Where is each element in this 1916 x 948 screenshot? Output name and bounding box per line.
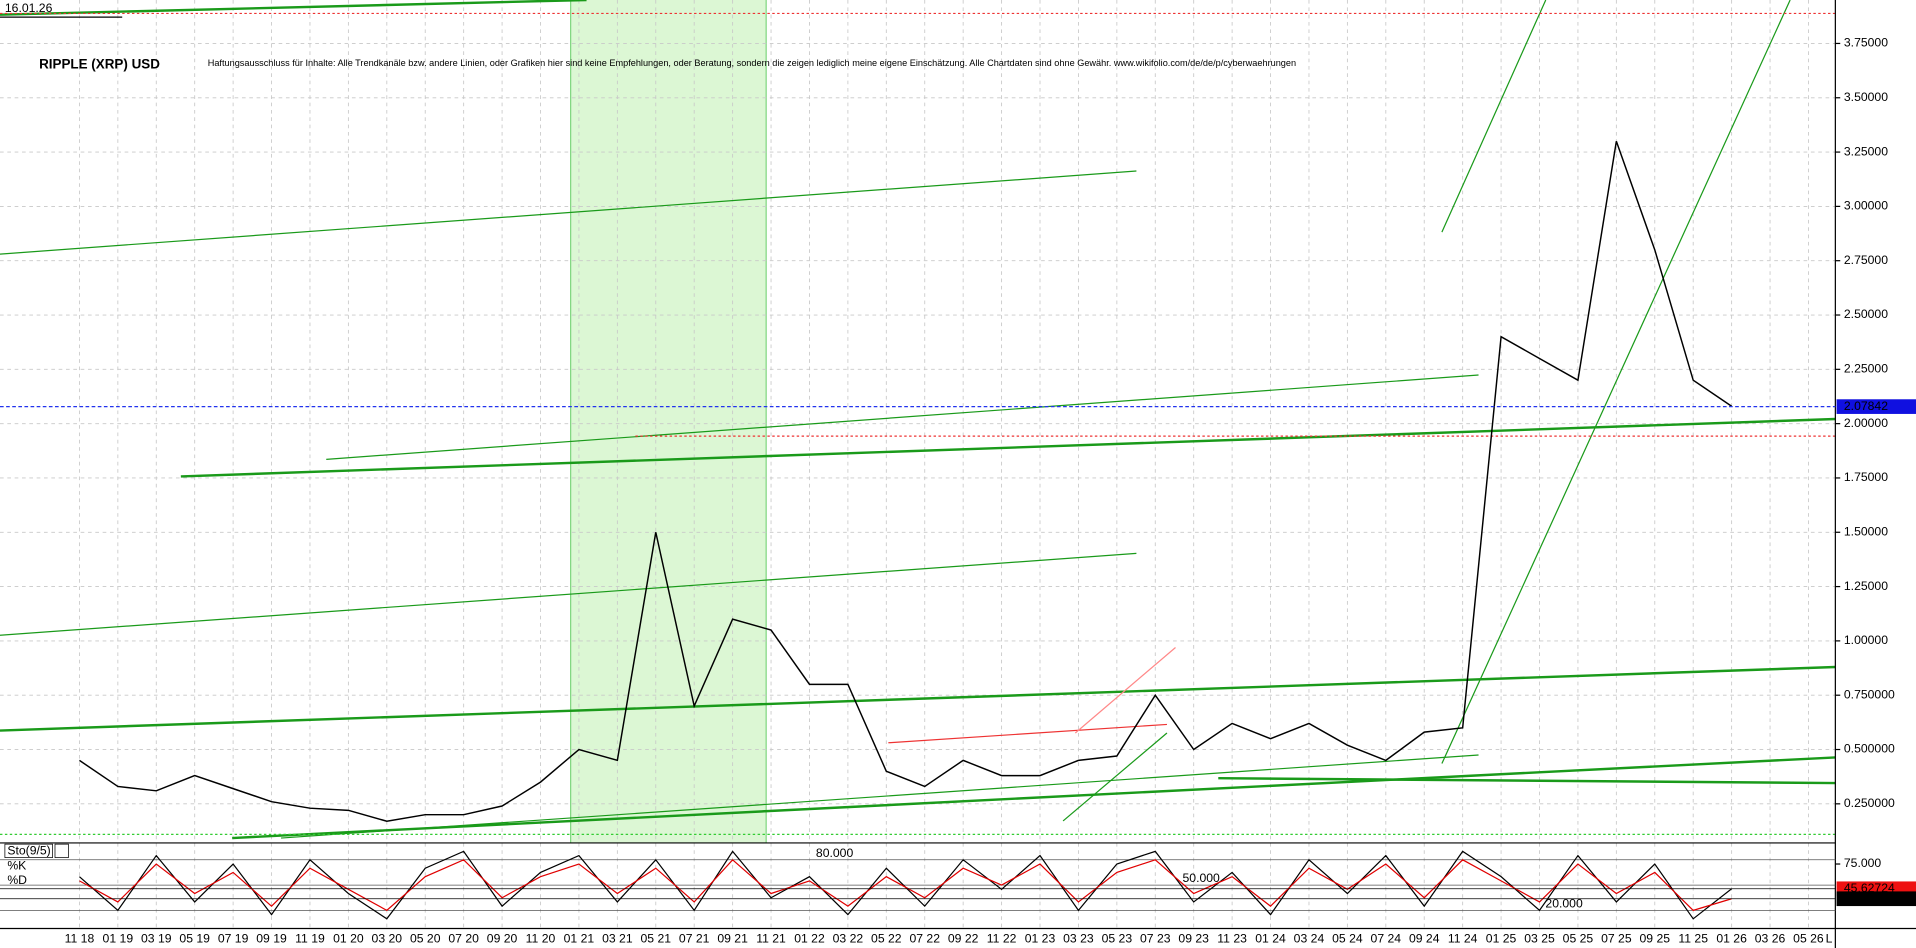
x-tick-label: 11 18 — [65, 932, 95, 946]
value-box — [1836, 891, 1916, 907]
x-tick-label: 03 24 — [1294, 932, 1325, 946]
x-tick-label: 11 21 — [756, 932, 786, 946]
x-tick-label: 05 26 — [1793, 932, 1824, 946]
x-tick-label: 01 24 — [1255, 932, 1286, 946]
value-label: 2.07842 — [1844, 399, 1888, 413]
y-tick-label: 75.000 — [1844, 856, 1882, 870]
trend-line — [281, 754, 1479, 839]
trend-lines — [0, 0, 1836, 840]
x-tick-label: 11 22 — [987, 932, 1017, 946]
x-tick-label: 07 21 — [679, 932, 710, 946]
x-tick-label: 01 20 — [333, 932, 364, 946]
disclaimer: Haftungsausschluss für Inhalte: Alle Tre… — [208, 58, 1296, 68]
x-tick-label: 05 25 — [1563, 932, 1594, 946]
x-tick-label: 01 23 — [1025, 932, 1056, 946]
x-tick-label: 01 25 — [1486, 932, 1517, 946]
x-tick-label: 07 20 — [448, 932, 479, 946]
trend-line — [1218, 776, 1836, 785]
x-tick-label: 05 21 — [640, 932, 671, 946]
x-tick-label: 11 20 — [526, 932, 556, 946]
grid — [0, 0, 1836, 929]
x-tick-label: 03 22 — [833, 932, 864, 946]
y-tick-label: 3.75000 — [1844, 36, 1888, 50]
x-tick-label: 09 23 — [1178, 932, 1209, 946]
x-tick-label: 09 24 — [1409, 932, 1440, 946]
highlight-zone — [570, 0, 767, 843]
x-tick-label: 11 19 — [295, 932, 325, 946]
price-line — [79, 140, 1733, 822]
x-tick-label: 11 23 — [1217, 932, 1247, 946]
trend-line — [1074, 647, 1176, 734]
x-tick-label: 09 25 — [1640, 932, 1671, 946]
level-label: 80.000 — [816, 846, 854, 860]
y-tick-label: 3.50000 — [1844, 90, 1888, 104]
level-label: 20.000 — [1545, 896, 1583, 910]
trend-line — [1441, 0, 1547, 233]
x-tick-label: 11 24 — [1448, 932, 1478, 946]
x-tick-label: 09 21 — [717, 932, 748, 946]
x-tick-label: 01 22 — [794, 932, 825, 946]
x-tick-label: 01 19 — [103, 932, 134, 946]
x-tick-label: 05 20 — [410, 932, 441, 946]
y-tick-label: 2.75000 — [1844, 253, 1888, 267]
x-tick-label: 05 23 — [1102, 932, 1133, 946]
y-tick-label: 3.25000 — [1844, 144, 1888, 158]
legend-entry: %K — [7, 858, 26, 872]
date-label: 16.01.26 — [5, 1, 53, 15]
x-tick-label: 07 24 — [1371, 932, 1402, 946]
add-button[interactable] — [54, 843, 69, 858]
x-tick-label: 07 25 — [1601, 932, 1632, 946]
x-tick-label: 01 21 — [564, 932, 595, 946]
x-tick-label: 05 22 — [871, 932, 902, 946]
x-tick-label: 05 24 — [1332, 932, 1363, 946]
x-tick-label: 09 20 — [487, 932, 518, 946]
y-tick-label: 0.500000 — [1844, 742, 1895, 756]
trend-line — [0, 0, 587, 16]
stoch-line — [79, 858, 1732, 912]
x-tick-label: 03 23 — [1063, 932, 1094, 946]
legend-entry: %D — [7, 873, 27, 887]
y-tick-label: 1.00000 — [1844, 633, 1888, 647]
chart-title: RIPPLE (XRP) USD — [39, 56, 160, 71]
x-tick-label: 07 22 — [909, 932, 940, 946]
value-label: 33.80380 — [1844, 891, 1895, 905]
x-tick-label: 03 26 — [1755, 932, 1786, 946]
y-tick-label: 2.25000 — [1844, 362, 1888, 376]
y-tick-label: 0.250000 — [1844, 796, 1895, 810]
x-tick-label: 11 25 — [1678, 932, 1708, 946]
x-tick-label: 03 20 — [372, 932, 403, 946]
x-tick-label: 09 19 — [256, 932, 287, 946]
y-tick-label: 1.50000 — [1844, 524, 1888, 538]
trend-line — [326, 374, 1479, 460]
y-tick-label: 3.00000 — [1844, 199, 1888, 213]
y-tick-label: 2.00000 — [1844, 416, 1888, 430]
trend-line — [0, 665, 1836, 732]
indicator-box — [4, 843, 53, 858]
trend-line — [1062, 732, 1168, 822]
level-label: 50.000 — [1182, 871, 1220, 885]
y-tick-label: 2.50000 — [1844, 307, 1888, 321]
x-tick-label: 07 19 — [218, 932, 249, 946]
x-tick-label: 03 21 — [602, 932, 633, 946]
value-box — [1836, 399, 1916, 414]
trend-line — [232, 756, 1836, 840]
trend-line — [180, 417, 1836, 478]
y-tick-label: 1.75000 — [1844, 470, 1888, 484]
y-tick-label: 0.750000 — [1844, 687, 1895, 701]
x-tick-label: 09 22 — [948, 932, 979, 946]
trend-line — [888, 723, 1167, 744]
indicator-title: Sto(9/5) — [7, 844, 50, 858]
trend-line — [0, 170, 1137, 255]
x-tick-label: 01 26 — [1716, 932, 1747, 946]
x-tick-label: 05 19 — [179, 932, 210, 946]
axis-corner: L — [1826, 932, 1833, 946]
x-tick-label: 07 23 — [1140, 932, 1171, 946]
x-tick-label: 03 19 — [141, 932, 172, 946]
x-tick-label: 03 25 — [1524, 932, 1555, 946]
trend-line — [1441, 0, 1791, 764]
trend-line — [0, 552, 1137, 636]
y-tick-label: 1.25000 — [1844, 579, 1888, 593]
